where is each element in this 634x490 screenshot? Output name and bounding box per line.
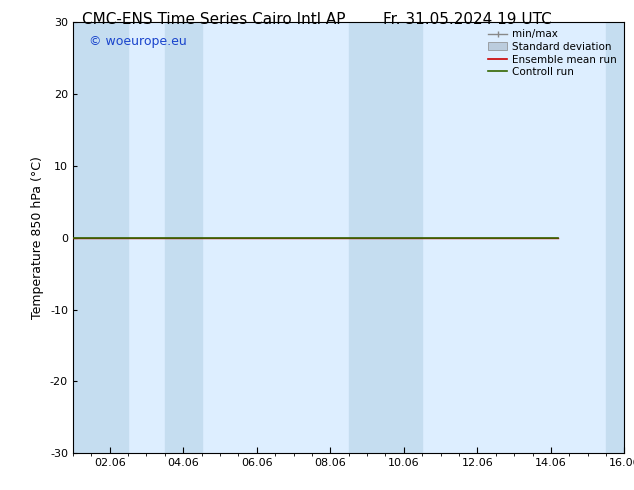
Text: Fr. 31.05.2024 19 UTC: Fr. 31.05.2024 19 UTC (383, 12, 552, 27)
Bar (606, 22, 624, 453)
Text: © woeurope.eu: © woeurope.eu (89, 35, 187, 48)
Bar (73, 22, 128, 453)
Legend: min/max, Standard deviation, Ensemble mean run, Controll run: min/max, Standard deviation, Ensemble me… (486, 27, 619, 79)
Bar (349, 22, 422, 453)
Y-axis label: Temperature 850 hPa (°C): Temperature 850 hPa (°C) (31, 156, 44, 319)
Text: CMC-ENS Time Series Cairo Intl AP: CMC-ENS Time Series Cairo Intl AP (82, 12, 346, 27)
Bar (165, 22, 202, 453)
